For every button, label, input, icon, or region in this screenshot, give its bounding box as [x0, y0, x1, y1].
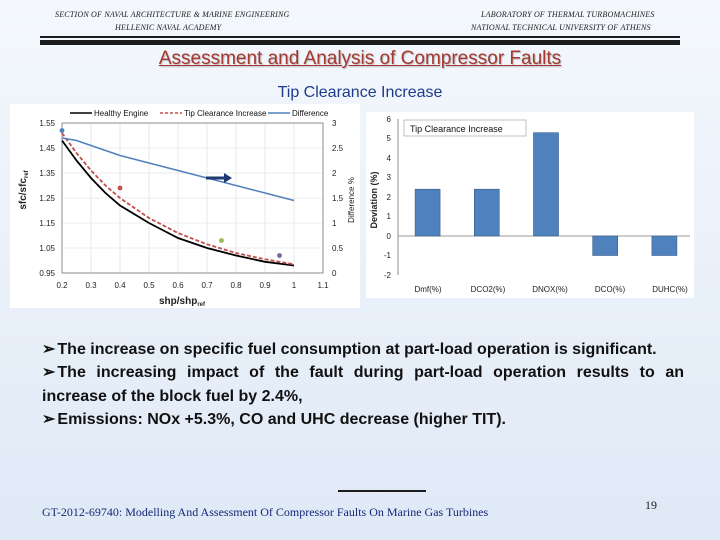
y2-tick-label: 0.5	[332, 244, 344, 253]
bar-chart-title-box	[403, 119, 527, 137]
line-chart-background	[10, 104, 360, 308]
footer-citation: GT-2012-69740: Modelling And Assessment …	[42, 505, 489, 519]
footer-rule	[338, 490, 426, 492]
line-chart-x-ticks: 0.2 0.3 0.4 0.5 0.6 0.7 0.8 0.9 1 1.1	[56, 281, 329, 290]
y-tick-label: 0.95	[39, 269, 55, 278]
bar-category-label: DCO(%)	[595, 285, 626, 294]
x-tick-label: 0.5	[143, 281, 155, 290]
series-line-healthy-engine	[61, 139, 295, 267]
header-left-line2: HELLENIC NAVAL ACADEMY	[115, 23, 222, 32]
y-tick-label: 1.05	[39, 244, 55, 253]
bar-chart-y-axis-title: Deviation (%)	[369, 171, 379, 228]
line-chart-markers	[59, 128, 282, 258]
bar-chart-y-ticks: 6 5 4 3 2 1 0 -1 -2	[384, 115, 392, 280]
y-tick-label: 1.45	[39, 144, 55, 153]
bar-chart-bars	[414, 132, 678, 256]
bar-y-tick-label: 1	[387, 212, 392, 221]
x-axis-title-sub: ref	[197, 302, 206, 308]
y2-tick-label: 1	[332, 219, 337, 228]
x-tick-label: 0.7	[201, 281, 213, 290]
line-chart-y2-axis-title: Difference %	[347, 177, 356, 223]
bar-chart-categories: Dmf(%) DCO2(%) DNOX(%) DCO(%) DUHC(%)	[414, 285, 688, 294]
x-tick-label: 0.4	[114, 281, 126, 290]
bar-dnox	[533, 132, 559, 237]
legend-difference-label: Difference	[292, 109, 329, 118]
legend-tip-label: Tip Clearance Increase	[184, 109, 267, 118]
data-point-marker	[59, 128, 65, 133]
bullet-item: ➢ Emissions: NOx +5.3%, CO and UHC decrea…	[42, 408, 684, 431]
bar-y-tick-label: 5	[387, 134, 392, 143]
y-axis-title-sub: ref	[24, 169, 30, 178]
line-chart-y-ticks: 1.55 1.45 1.35 1.25 1.15 1.05 0.95	[39, 119, 55, 278]
y2-tick-label: 3	[332, 119, 337, 128]
y-tick-label: 1.15	[39, 219, 55, 228]
bar-y-tick-label: 6	[387, 115, 392, 124]
bar-duhc	[651, 235, 678, 256]
line-chart-y-axis-title: sfc/sfcref	[18, 169, 30, 209]
x-tick-label: 1.1	[317, 281, 329, 290]
slide-subtitle: Tip Clearance Increase	[277, 84, 443, 101]
x-tick-label: 0.2	[56, 281, 68, 290]
bullet-text: Emissions: NOx +5.3%, CO and UHC decreas…	[57, 410, 506, 428]
bar-dmf	[414, 188, 441, 237]
bar-dco	[592, 235, 618, 256]
y-tick-label: 1.25	[39, 194, 55, 203]
bullet-text: The increasing impact of the fault durin…	[42, 364, 684, 405]
bar-category-label: DNOX(%)	[532, 285, 568, 294]
x-tick-label: 0.3	[85, 281, 97, 290]
x-tick-label: 0.8	[230, 281, 242, 290]
bar-chart-title: Tip Clearance Increase	[410, 124, 503, 134]
bar-y-tick-label: 0	[387, 232, 392, 241]
bar-y-tick-label: 4	[387, 154, 392, 163]
bullet-arrow-icon: ➢	[42, 364, 56, 382]
bullet-item: ➢ The increasing impact of the fault duri…	[42, 361, 684, 408]
header-rule-thin	[40, 36, 680, 38]
header-right-line1: LABORATORY OF THERMAL TURBOMACHINES	[481, 10, 655, 19]
y-axis-title-main: sfc/sfc	[18, 178, 29, 210]
bullet-arrow-icon: ➢	[42, 341, 56, 358]
header-left-line1: SECTION OF NAVAL ARCHITECTURE & MARINE E…	[55, 10, 290, 19]
header-right-line2: NATIONAL TECHNICAL UNIVERSITY OF ATHENS	[471, 23, 651, 32]
bar-dco2	[474, 188, 500, 237]
x-tick-label: 0.9	[259, 281, 271, 290]
bar-y-tick-label: -2	[384, 271, 392, 280]
bullet-text: The increase on specific fuel consumptio…	[57, 341, 657, 358]
bullet-arrow-icon: ➢	[42, 410, 56, 428]
bullet-list: ➢ The increase on specific fuel consumpti…	[42, 338, 684, 431]
slide-title: Assessment and Analysis of Compressor Fa…	[158, 48, 562, 69]
line-chart-x-axis-title: shp/shpref	[159, 296, 206, 308]
line-chart-y2-ticks: 3 2.5 2 1.5 1 0.5 0	[332, 119, 344, 278]
x-tick-label: 1	[292, 281, 297, 290]
sfc-line-chart: Healthy Engine Tip Clearance Increase Di…	[10, 104, 360, 308]
plot-frame	[61, 122, 324, 274]
bar-category-label: DCO2(%)	[471, 285, 506, 294]
y2-tick-label: 1.5	[332, 194, 344, 203]
y2-tick-label: 2	[332, 169, 337, 178]
bullet-item: ➢ The increase on specific fuel consumpti…	[42, 338, 684, 361]
bar-category-label: Dmf(%)	[414, 285, 441, 294]
bar-y-tick-label: -1	[384, 251, 392, 260]
series-line-tip-clearance-increase	[61, 132, 295, 266]
page-number: 19	[645, 498, 657, 512]
bar-category-label: DUHC(%)	[652, 285, 688, 294]
y-tick-label: 1.55	[39, 119, 55, 128]
data-point-marker	[219, 238, 224, 243]
data-point-marker	[277, 253, 282, 258]
y2-tick-label: 0	[332, 269, 337, 278]
line-chart-legend: Healthy Engine Tip Clearance Increase Di…	[70, 109, 329, 118]
header-rule-thick	[40, 40, 680, 45]
bar-y-tick-label: 2	[387, 193, 392, 202]
emissions-bar-chart: Tip Clearance Increase 6 5 4 3 2 1 0 -1 …	[366, 112, 694, 298]
series-line-difference	[61, 137, 295, 202]
data-point-marker	[117, 185, 123, 191]
line-chart-series	[61, 132, 295, 267]
x-axis-title-main: shp/shp	[159, 296, 197, 307]
pointer-arrow-icon	[206, 173, 232, 183]
y2-tick-label: 2.5	[332, 144, 344, 153]
x-tick-label: 0.6	[172, 281, 184, 290]
legend-healthy-label: Healthy Engine	[94, 109, 149, 118]
y-tick-label: 1.35	[39, 169, 55, 178]
bar-y-tick-label: 3	[387, 173, 392, 182]
